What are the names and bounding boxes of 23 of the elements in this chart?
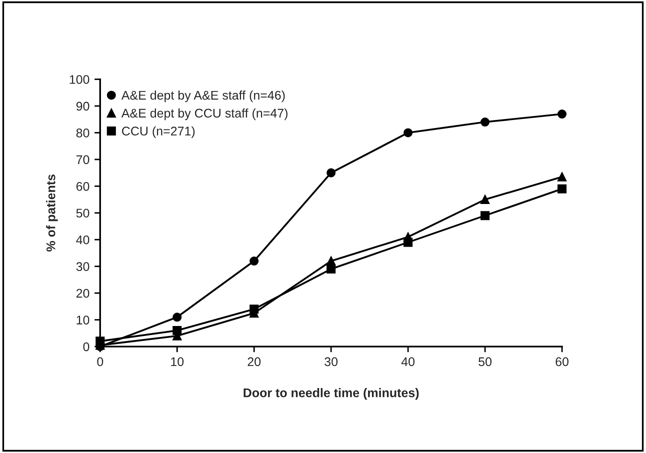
legend-label: A&E dept by CCU staff (n=47) <box>121 108 288 120</box>
x-tick-label: 30 <box>324 357 338 366</box>
y-tick-label: 20 <box>76 288 90 298</box>
y-tick-label: 30 <box>76 262 90 272</box>
x-tick-label: 40 <box>401 357 415 366</box>
legend-label: A&E dept by A&E staff (n=46) <box>121 90 285 102</box>
y-tick-label: 50 <box>76 208 90 218</box>
y-tick-label: 70 <box>76 155 90 164</box>
y-tick-label: 10 <box>76 316 90 324</box>
y-tick-label: 0 <box>83 342 90 352</box>
y-tick-label: 80 <box>76 128 90 138</box>
y-tick-label: 40 <box>76 235 90 244</box>
y-tick-label: 60 <box>76 182 90 191</box>
x-tick-label: 10 <box>171 357 184 366</box>
y-tick-label: 90 <box>76 102 90 111</box>
x-tick-label: 50 <box>478 357 492 366</box>
x-axis-title: Door to needle time (minutes) <box>244 388 419 400</box>
legend-label: CCU (n=271) <box>122 126 195 138</box>
x-tick-label: 20 <box>248 357 261 366</box>
y-tick-label: 100 <box>70 75 90 84</box>
x-tick-label: 0 <box>97 357 104 366</box>
y-axis-title: % of patients <box>46 174 58 252</box>
x-tick-label: 60 <box>556 357 568 366</box>
